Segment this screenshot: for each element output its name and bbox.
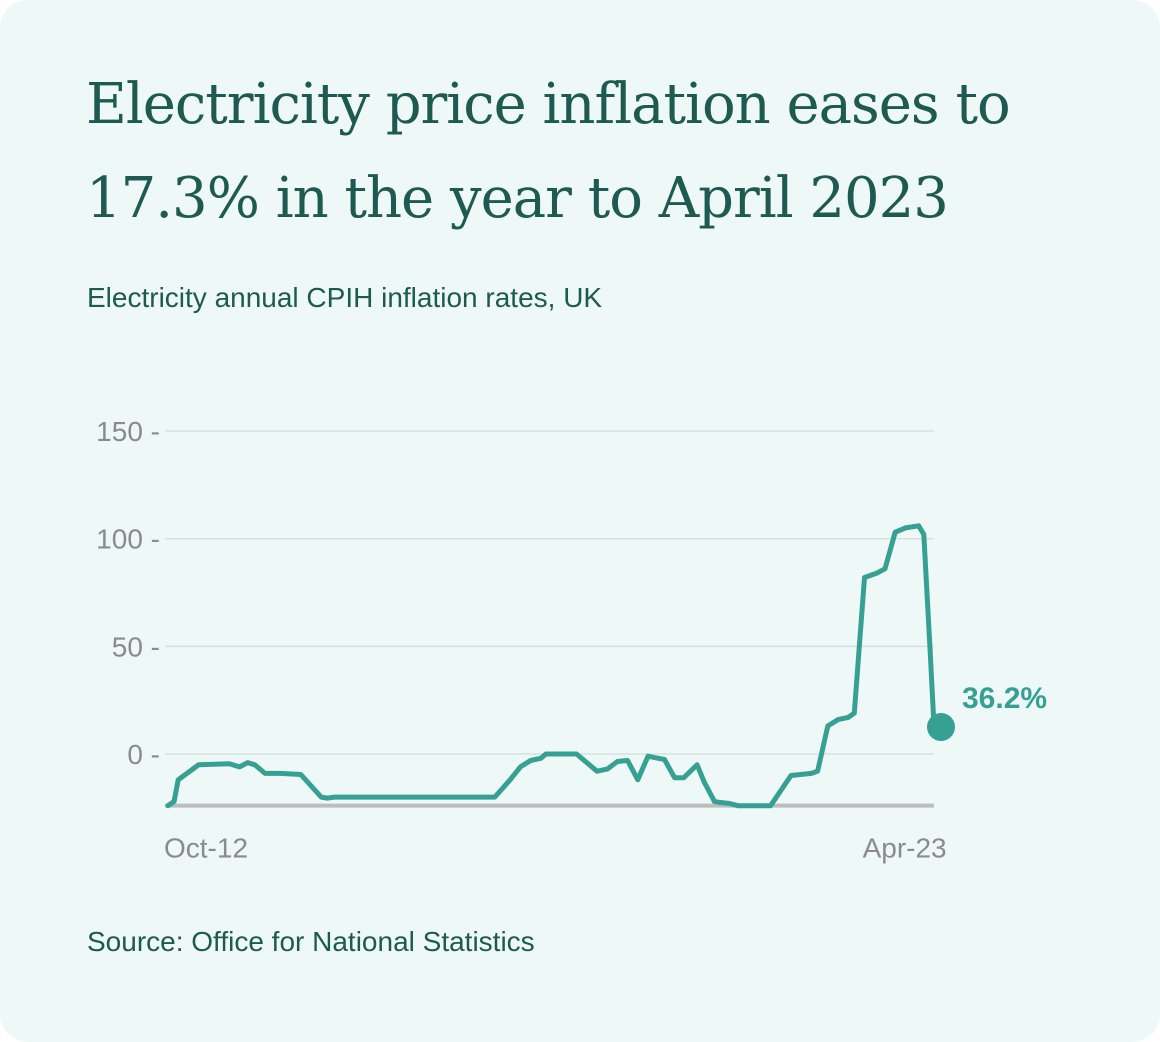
source-note: Source: Office for National Statistics	[87, 926, 535, 957]
end-value-label: 36.2%	[962, 682, 1047, 715]
end-point-marker	[927, 713, 955, 742]
series-line-electricity	[165, 523, 937, 809]
y-tick-label: 50 -	[112, 631, 160, 662]
y-tick-label: 100 -	[96, 524, 160, 555]
chart-subtitle: Electricity annual CPIH inflation rates,…	[87, 282, 603, 313]
y-axis-ticks: 0 - 50 - 100 - 150 -	[96, 416, 160, 770]
line-chart: 0 - 50 - 100 - 150 - Oct-12 Apr-23 36.2%	[96, 416, 1047, 864]
y-tick-label: 150 -	[96, 416, 160, 447]
x-tick-label: Apr-23	[863, 833, 947, 864]
y-tick-label: 0 -	[127, 739, 160, 770]
x-tick-label: Oct-12	[164, 833, 248, 864]
grid-lines	[165, 430, 934, 755]
chart-title: Electricity price inflation eases to 17.…	[86, 72, 1011, 231]
x-axis-ticks: Oct-12 Apr-23	[164, 833, 947, 864]
